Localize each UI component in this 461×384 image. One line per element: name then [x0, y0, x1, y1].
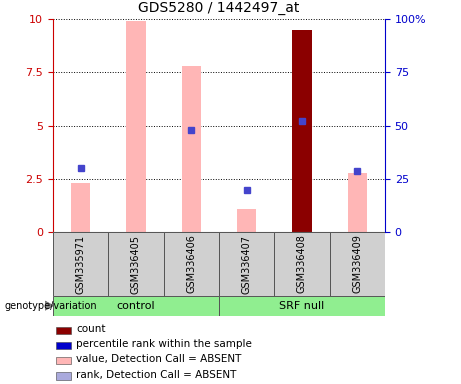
Text: genotype/variation: genotype/variation	[5, 301, 97, 311]
Bar	[56, 372, 71, 380]
Bar	[292, 30, 312, 232]
Bar	[71, 183, 90, 232]
Text: rank, Detection Call = ABSENT: rank, Detection Call = ABSENT	[76, 370, 236, 380]
Text: control: control	[117, 301, 155, 311]
Bar	[237, 209, 256, 232]
Bar	[219, 232, 274, 296]
Bar	[53, 296, 219, 316]
Text: value, Detection Call = ABSENT: value, Detection Call = ABSENT	[76, 354, 242, 364]
Bar	[182, 66, 201, 232]
Title: GDS5280 / 1442497_at: GDS5280 / 1442497_at	[138, 2, 300, 15]
Bar	[126, 22, 146, 232]
Text: count: count	[76, 324, 106, 334]
Text: percentile rank within the sample: percentile rank within the sample	[76, 339, 252, 349]
Polygon shape	[45, 301, 53, 310]
Bar	[164, 232, 219, 296]
Bar	[56, 326, 71, 334]
Bar	[274, 232, 330, 296]
Bar	[330, 232, 385, 296]
Text: GSM336409: GSM336409	[352, 235, 362, 293]
Bar	[108, 232, 164, 296]
Bar	[56, 356, 71, 364]
Bar	[56, 341, 71, 349]
Text: GSM336405: GSM336405	[131, 235, 141, 293]
Bar	[53, 232, 108, 296]
Text: GSM336407: GSM336407	[242, 235, 252, 293]
Bar	[219, 296, 385, 316]
Text: GSM336408: GSM336408	[297, 235, 307, 293]
Text: SRF null: SRF null	[279, 301, 325, 311]
Bar	[348, 173, 367, 232]
Text: GSM336406: GSM336406	[186, 235, 196, 293]
Text: GSM335971: GSM335971	[76, 235, 86, 293]
